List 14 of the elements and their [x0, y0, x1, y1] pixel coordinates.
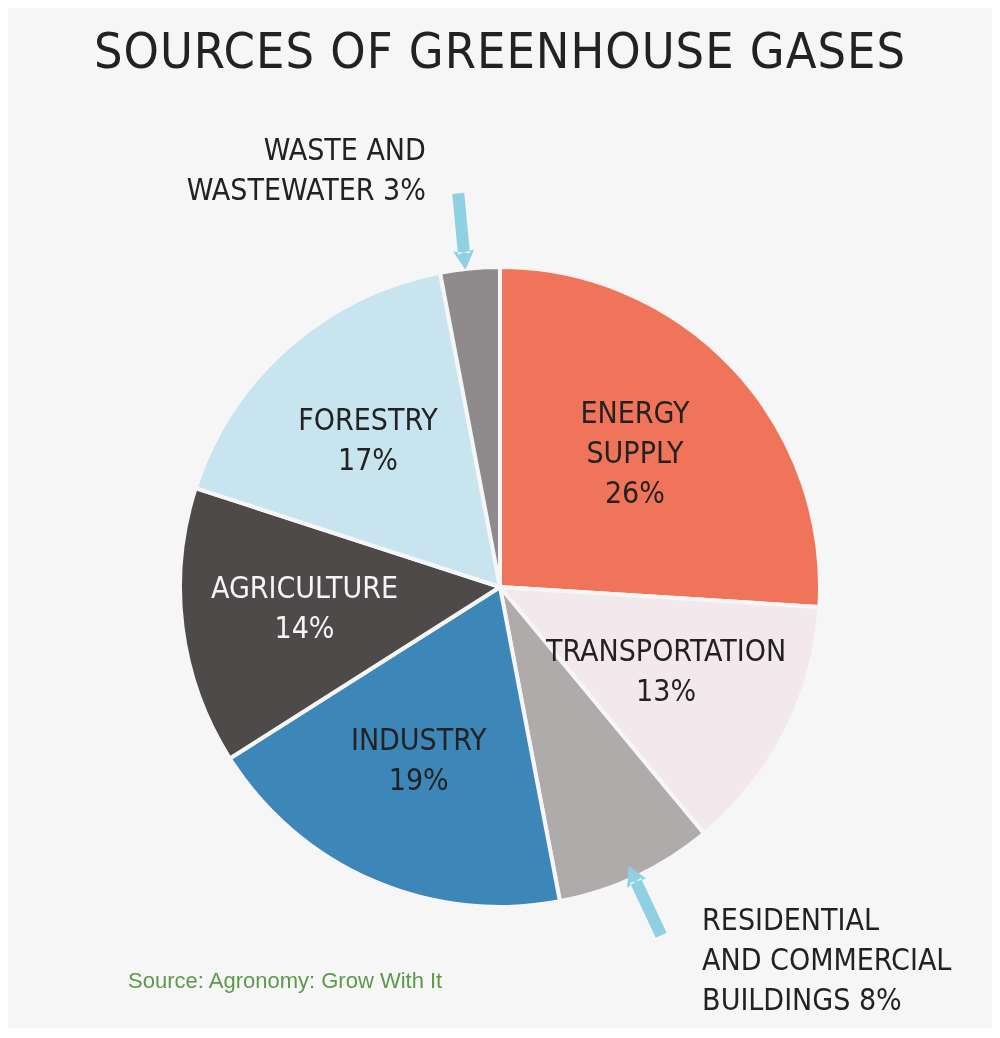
- slice-label: ENERGY SUPPLY: [580, 394, 690, 470]
- data-label: 14%: [274, 610, 335, 646]
- slice-label: FORESTRY: [298, 401, 439, 437]
- slice-label: AGRICULTURE: [210, 570, 399, 606]
- data-label: 26%: [604, 474, 665, 510]
- data-label: 17%: [338, 441, 399, 477]
- data-label: 19%: [388, 762, 449, 798]
- slice-label: TRANSPORTATION: [545, 633, 787, 669]
- slice-label: RESIDENTIAL AND COMMERCIAL BUILDINGS 8%: [702, 902, 952, 1018]
- slice-label: INDUSTRY: [350, 722, 488, 758]
- data-label: 13%: [636, 673, 697, 709]
- slice-label: WASTE AND WASTEWATER 3%: [186, 131, 426, 207]
- source-note: Source: Agronomy: Grow With It: [128, 968, 443, 994]
- chart-title: SOURCES OF GREENHOUSE GASES: [92, 21, 908, 82]
